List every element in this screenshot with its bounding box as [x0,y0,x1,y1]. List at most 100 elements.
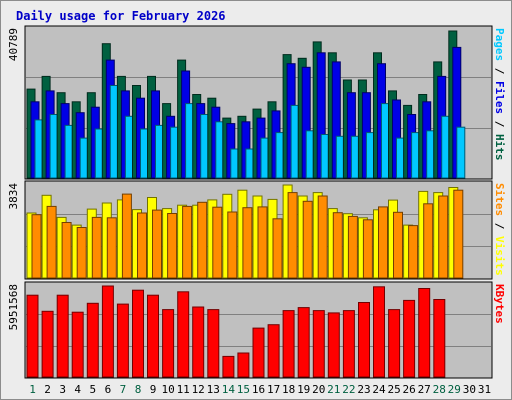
kbytes-bar-kbytes-day-14 [222,355,235,378]
kbytes-bar-kbytes-day-23 [358,302,370,378]
visits-bar-sites-day-16 [257,206,268,279]
chart-title: Daily usage for February 2026 [16,9,226,23]
visits-bar-sites-day-21 [332,212,343,279]
kbytes-bar-kbytes-day-27 [418,288,431,378]
day-label-1: 1 [29,383,36,396]
visits-bar-sites-day-12 [197,201,208,279]
hits-panel: 40789 Pages / Files / Hits [7,25,506,180]
visits-bar-sites-day-8 [137,212,147,279]
day-label-28: 28 [433,383,446,396]
visits-bar-sites-day-3 [61,222,72,279]
kbytes-panel: 5951568 KBytes [7,281,506,379]
day-label-3: 3 [59,383,66,396]
kbytes-ymax-label: 5951568 [7,284,20,330]
day-label-16: 16 [252,383,265,396]
visits-bar-sites-day-6 [106,217,117,279]
day-label-14: 14 [222,383,236,396]
day-label-9: 9 [150,383,157,396]
day-label-22: 22 [342,383,355,396]
kbytes-bar-kbytes-day-15 [237,352,250,378]
hits-legend-part-3: / [493,114,506,134]
visits-bar-sites-day-13 [212,206,223,279]
kbytes-bar-kbytes-day-12 [192,306,205,378]
visits-bar-sites-day-11 [182,205,193,279]
kbytes-bar-kbytes-day-21 [327,312,340,378]
visits-bar-sites-day-10 [167,213,178,279]
kbytes-bar-kbytes-day-17 [267,324,280,378]
day-label-18: 18 [282,383,295,396]
hits-legend-part-4: Hits [493,134,506,161]
kbytes-bar-kbytes-day-10 [162,309,175,378]
kbytes-bar-kbytes-day-28 [433,299,446,378]
kbytes-bar-kbytes-day-20 [312,310,325,378]
visits-panel: 3834 Sites / Visits [7,180,506,280]
visits-bar-sites-day-22 [347,215,358,279]
kbytes-bar-kbytes-day-6 [101,285,114,378]
day-label-27: 27 [418,383,431,396]
kbytes-bar-kbytes-day-11 [177,291,190,378]
day-label-10: 10 [161,383,174,396]
day-label-6: 6 [105,383,112,396]
visits-bar-sites-day-23 [362,219,373,279]
kbytes-bar-kbytes-day-25 [388,309,401,378]
visits-bar-sites-day-14 [227,211,238,279]
day-label-11: 11 [177,383,190,396]
day-label-17: 17 [267,383,280,396]
kbytes-bar-kbytes-day-22 [342,310,355,378]
visits-bar-sites-day-24 [378,206,388,279]
visits-legend-part-2: Visits [493,236,506,276]
day-axis-labels: 1 2 3 4 5 6 7 8 9 10 11 12 13 14 15 16 17 18 19 20 21 22 23 24 2… [29,383,491,396]
kbytes-legend-part-0: KBytes [493,284,506,324]
day-label-21: 21 [327,383,340,396]
visits-legend-part-0: Sites [493,183,506,216]
kbytes-bar-kbytes-day-19 [297,307,310,378]
day-label-25: 25 [387,383,400,396]
day-label-4: 4 [74,383,81,396]
kbytes-bar-kbytes-day-1 [26,294,39,378]
day-label-5: 5 [89,383,96,396]
visits-bar-sites-day-4 [76,227,87,279]
kbytes-bar-kbytes-day-2 [41,310,54,378]
day-label-12: 12 [192,383,205,396]
visits-side-legend: Sites / Visits [493,183,506,276]
hits-legend-part-2: Files [493,81,506,114]
visits-bar-sites-day-7 [121,193,132,279]
day-label-8: 8 [135,383,142,396]
kbytes-bar-kbytes-day-5 [86,302,99,378]
day-label-13: 13 [207,383,220,396]
day-label-7: 7 [120,383,127,396]
hits-legend-part-1: / [493,61,506,81]
day-label-30: 30 [463,383,476,396]
visits-bar-sites-day-29 [453,189,464,279]
day-label-20: 20 [312,383,325,396]
day-label-24: 24 [372,383,386,396]
visits-bar-sites-day-26 [408,225,419,279]
kbytes-bar-kbytes-day-13 [207,309,220,378]
kbytes-side-legend: KBytes [493,284,506,324]
visits-bar-sites-day-27 [423,203,434,279]
visits-bar-sites-day-18 [287,192,298,279]
day-label-2: 2 [44,383,51,396]
visits-bar-sites-day-25 [393,211,403,279]
visits-bar-sites-day-2 [46,205,57,279]
visits-bar-sites-day-19 [302,200,313,279]
visits-bar-sites-day-15 [242,207,253,279]
chart-panels: 40789 Pages / Files / Hits 3834 Sites / Vis… [7,25,506,379]
visits-bar-sites-day-9 [152,209,162,279]
visits-ymax-label: 3834 [7,183,20,210]
kbytes-bar-kbytes-day-26 [403,299,416,378]
visits-bar-sites-day-17 [272,218,283,279]
day-label-31: 31 [478,383,491,396]
kbytes-bar-kbytes-day-7 [116,303,129,378]
day-label-15: 15 [237,383,250,396]
kbytes-bar-kbytes-day-8 [132,289,144,378]
kbytes-bar-kbytes-day-18 [282,310,295,378]
day-label-23: 23 [357,383,370,396]
hits-ymax-label: 40789 [7,28,20,61]
hits-side-legend: Pages / Files / Hits [493,28,506,161]
kbytes-bar-kbytes-day-4 [71,311,84,378]
visits-bar-sites-day-1 [31,214,42,279]
visits-bar-sites-day-20 [317,195,328,279]
day-label-26: 26 [402,383,415,396]
